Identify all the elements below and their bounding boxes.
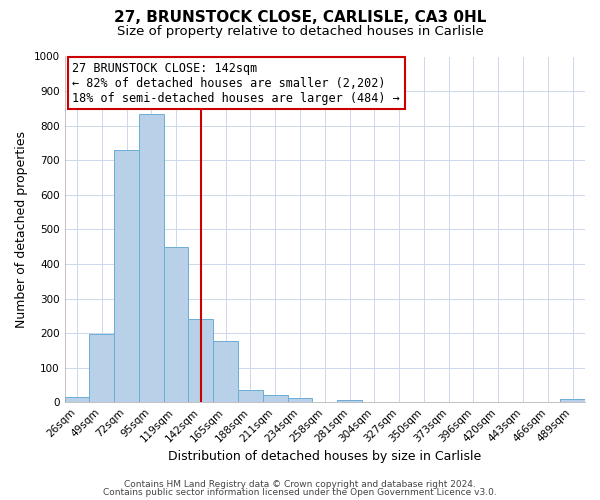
Bar	[238, 390, 263, 402]
Bar	[213, 340, 238, 402]
Y-axis label: Number of detached properties: Number of detached properties	[15, 131, 28, 328]
Bar	[65, 397, 89, 402]
Bar	[188, 320, 213, 402]
Text: 27, BRUNSTOCK CLOSE, CARLISLE, CA3 0HL: 27, BRUNSTOCK CLOSE, CARLISLE, CA3 0HL	[114, 10, 486, 25]
Text: Contains HM Land Registry data © Crown copyright and database right 2024.: Contains HM Land Registry data © Crown c…	[124, 480, 476, 489]
Bar	[287, 398, 313, 402]
Bar	[89, 334, 114, 402]
Text: Size of property relative to detached houses in Carlisle: Size of property relative to detached ho…	[116, 25, 484, 38]
Bar	[560, 400, 585, 402]
Text: 27 BRUNSTOCK CLOSE: 142sqm
← 82% of detached houses are smaller (2,202)
18% of s: 27 BRUNSTOCK CLOSE: 142sqm ← 82% of deta…	[73, 62, 400, 104]
Bar	[263, 394, 287, 402]
Bar	[164, 246, 188, 402]
Bar	[114, 150, 139, 402]
Text: Contains public sector information licensed under the Open Government Licence v3: Contains public sector information licen…	[103, 488, 497, 497]
X-axis label: Distribution of detached houses by size in Carlisle: Distribution of detached houses by size …	[168, 450, 481, 462]
Bar	[139, 114, 164, 402]
Bar	[337, 400, 362, 402]
